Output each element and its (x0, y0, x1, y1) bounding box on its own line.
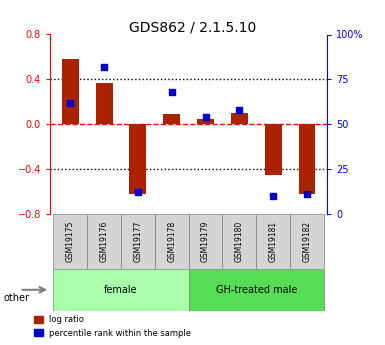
Text: GSM19175: GSM19175 (66, 221, 75, 262)
Point (67, 100, 74, 106)
Bar (96, 83, 112, 124)
Text: female: female (104, 285, 138, 295)
Bar (298, 124, 315, 194)
Point (101, 64, 107, 70)
FancyBboxPatch shape (87, 214, 121, 269)
Bar (163, 114, 180, 124)
Text: GDS862 / 2.1.5.10: GDS862 / 2.1.5.10 (129, 21, 256, 35)
FancyBboxPatch shape (189, 214, 223, 269)
Bar (265, 124, 281, 175)
Text: GSM19180: GSM19180 (235, 221, 244, 262)
Text: GH-treated male: GH-treated male (216, 285, 297, 295)
FancyBboxPatch shape (223, 214, 256, 269)
Bar (62, 59, 79, 124)
FancyBboxPatch shape (189, 269, 324, 310)
Text: other: other (4, 294, 30, 303)
Text: GSM19178: GSM19178 (167, 221, 176, 262)
Bar (129, 124, 146, 194)
Legend: log ratio, percentile rank within the sample: log ratio, percentile rank within the sa… (31, 312, 195, 341)
FancyBboxPatch shape (121, 214, 155, 269)
Point (304, 191, 310, 197)
FancyBboxPatch shape (54, 269, 189, 310)
Point (203, 114, 209, 120)
FancyBboxPatch shape (256, 214, 290, 269)
Text: GSM19176: GSM19176 (100, 221, 109, 262)
Point (236, 107, 243, 112)
Text: GSM19182: GSM19182 (303, 221, 311, 262)
Text: GSM19177: GSM19177 (134, 221, 142, 262)
FancyBboxPatch shape (54, 214, 87, 269)
Text: GSM19181: GSM19181 (269, 221, 278, 262)
FancyBboxPatch shape (290, 214, 324, 269)
Text: GSM19179: GSM19179 (201, 221, 210, 262)
Bar (197, 119, 214, 124)
Bar (231, 113, 248, 124)
Point (169, 89, 175, 95)
Point (270, 193, 276, 199)
Point (135, 190, 141, 195)
FancyBboxPatch shape (155, 214, 189, 269)
